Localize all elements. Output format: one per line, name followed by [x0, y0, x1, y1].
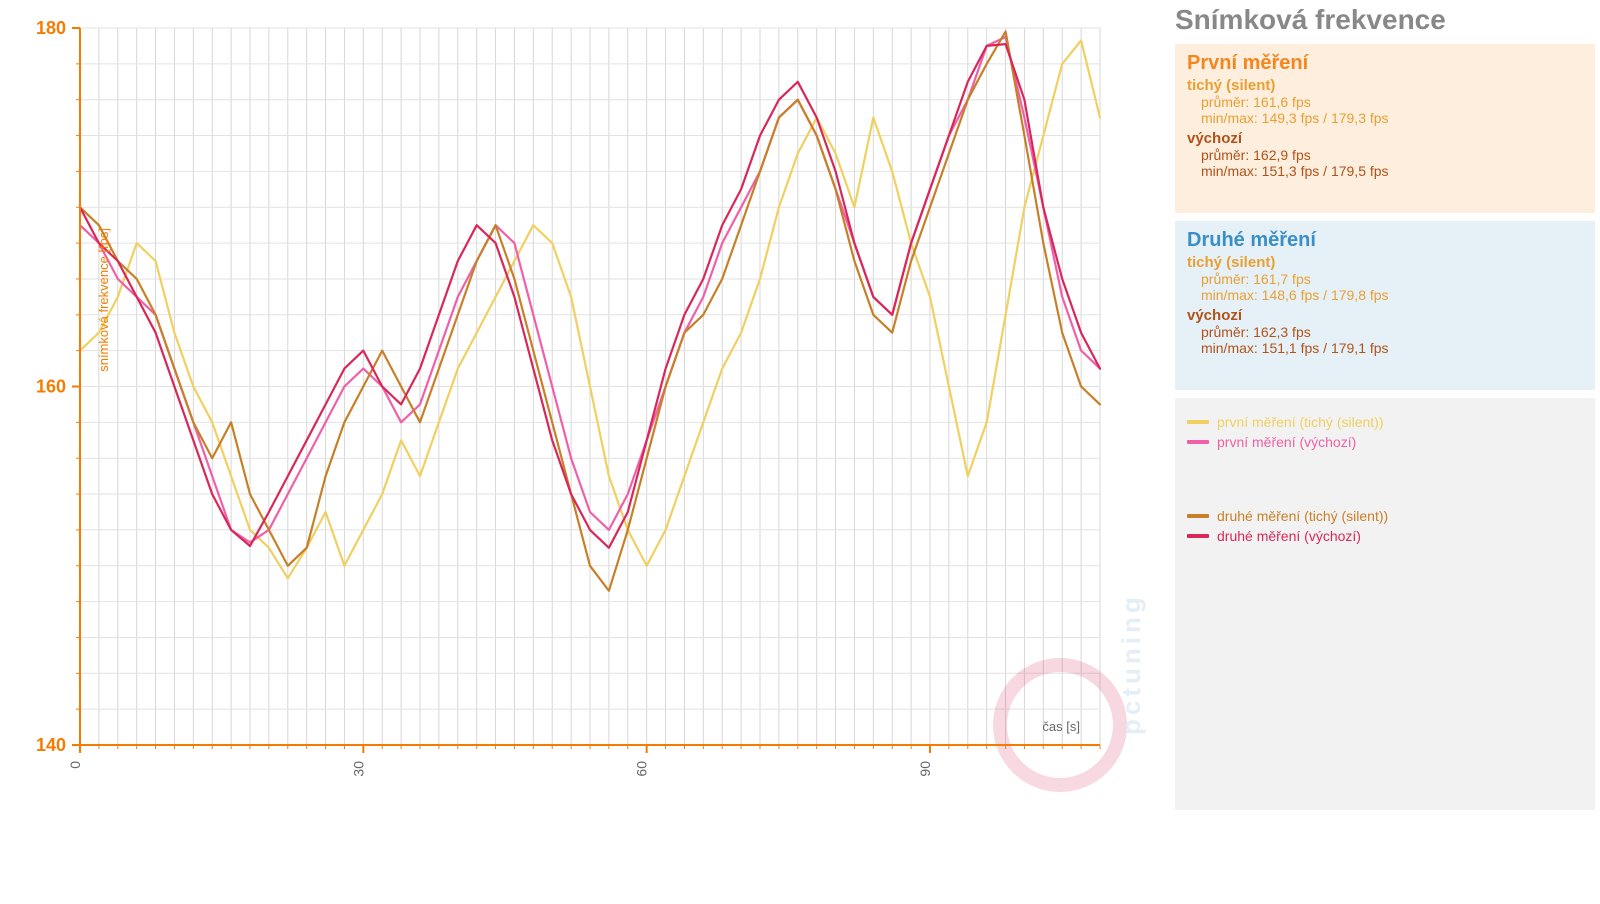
panel-second-default-avg: průměr: 162,3 fps [1201, 324, 1583, 340]
panel-second-silent-avg: průměr: 161,7 fps [1201, 271, 1583, 287]
x-tick-label: 0 [67, 761, 83, 769]
panel-second-default-label: výchozí [1187, 307, 1583, 324]
legend-swatch [1187, 440, 1209, 444]
legend-label: první měření (výchozí) [1217, 434, 1356, 450]
panel-second-measurement: Druhé měření tichý (silent) průměr: 161,… [1175, 221, 1595, 390]
panel-second-heading: Druhé měření [1187, 229, 1583, 252]
legend-item-first-silent: první měření (tichý (silent)) [1187, 414, 1583, 430]
panel-first-default-label: výchozí [1187, 130, 1583, 147]
panel-second-silent-label: tichý (silent) [1187, 254, 1583, 271]
legend-swatch [1187, 534, 1209, 538]
panel-first-silent-minmax: min/max: 149,3 fps / 179,3 fps [1201, 110, 1583, 126]
line-chart: pctuning 140 160 180 0 30 60 90 čas [s] snímková … [0, 0, 1170, 900]
panel-second-default-minmax: min/max: 151,1 fps / 179,1 fps [1201, 340, 1583, 356]
y-tick-label: 140 [36, 735, 66, 755]
legend-label: první měření (tichý (silent)) [1217, 414, 1383, 430]
x-tick-label: 30 [350, 761, 366, 777]
y-axis-label: snímková frekvence [fps] [96, 228, 111, 372]
y-tick-label: 160 [36, 377, 66, 397]
panel-first-measurement: První měření tichý (silent) průměr: 161,… [1175, 44, 1595, 213]
panel-first-default-avg: průměr: 162,9 fps [1201, 147, 1583, 163]
legend-label: druhé měření (výchozí) [1217, 528, 1361, 544]
legend-panel: první měření (tichý (silent)) první měřen… [1175, 398, 1595, 810]
legend-item-first-default: první měření (výchozí) [1187, 434, 1583, 450]
x-axis-label: čas [s] [1042, 719, 1080, 734]
svg-text:pctuning: pctuning [1116, 593, 1146, 735]
y-tick-label: 180 [36, 18, 66, 38]
panel-second-silent-minmax: min/max: 148,6 fps / 179,8 fps [1201, 287, 1583, 303]
panel-first-silent-label: tichý (silent) [1187, 77, 1583, 94]
panel-first-default-minmax: min/max: 151,3 fps / 179,5 fps [1201, 163, 1583, 179]
legend-label: druhé měření (tichý (silent)) [1217, 508, 1388, 524]
chart-area: pctuning 140 160 180 0 30 60 90 čas [s] snímková … [0, 0, 1170, 900]
x-tick-label: 90 [917, 761, 933, 777]
panel-first-silent-avg: průměr: 161,6 fps [1201, 94, 1583, 110]
page-title: Snímková frekvence [1175, 4, 1595, 36]
legend-swatch [1187, 420, 1209, 424]
x-tick-label: 60 [634, 761, 650, 777]
legend-item-second-silent: druhé měření (tichý (silent)) [1187, 508, 1583, 524]
panel-first-heading: První měření [1187, 52, 1583, 75]
legend-swatch [1187, 514, 1209, 518]
legend-item-second-default: druhé měření (výchozí) [1187, 528, 1583, 544]
